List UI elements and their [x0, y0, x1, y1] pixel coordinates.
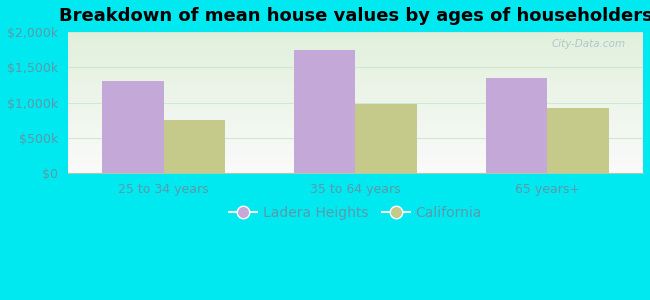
- Bar: [68, 136, 643, 139]
- Bar: [68, 119, 643, 122]
- Legend: Ladera Heights, California: Ladera Heights, California: [224, 200, 488, 225]
- Bar: [68, 66, 643, 69]
- Bar: [68, 80, 643, 83]
- Bar: [68, 114, 643, 117]
- Bar: [68, 97, 643, 100]
- Bar: [486, 78, 547, 173]
- Title: Breakdown of mean house values by ages of householders: Breakdown of mean house values by ages o…: [58, 7, 650, 25]
- Bar: [68, 77, 643, 80]
- Bar: [68, 52, 643, 55]
- Bar: [68, 139, 643, 142]
- Bar: [68, 117, 643, 119]
- Bar: [68, 134, 643, 136]
- Bar: [68, 60, 643, 63]
- Bar: [68, 103, 643, 105]
- Bar: [68, 94, 643, 97]
- Bar: [68, 83, 643, 86]
- Bar: [68, 49, 643, 52]
- Bar: [68, 32, 643, 35]
- Bar: [68, 159, 643, 162]
- Bar: [68, 69, 643, 71]
- Bar: [68, 74, 643, 77]
- Bar: [68, 153, 643, 156]
- Bar: [547, 108, 608, 173]
- Bar: [68, 88, 643, 91]
- Bar: [68, 125, 643, 128]
- Text: City-Data.com: City-Data.com: [552, 39, 626, 49]
- Bar: [68, 131, 643, 134]
- Bar: [102, 81, 164, 173]
- Bar: [164, 120, 225, 173]
- Bar: [68, 170, 643, 173]
- Bar: [68, 156, 643, 159]
- Bar: [68, 164, 643, 167]
- Bar: [68, 57, 643, 60]
- Bar: [68, 105, 643, 108]
- Bar: [68, 100, 643, 103]
- Bar: [68, 43, 643, 46]
- Bar: [68, 85, 643, 88]
- Bar: [356, 104, 417, 173]
- Bar: [68, 167, 643, 170]
- Bar: [68, 63, 643, 66]
- Bar: [68, 148, 643, 150]
- Bar: [68, 46, 643, 49]
- Bar: [68, 142, 643, 145]
- Bar: [68, 71, 643, 74]
- Bar: [68, 35, 643, 38]
- Bar: [68, 38, 643, 40]
- Bar: [68, 162, 643, 164]
- Bar: [68, 150, 643, 153]
- Bar: [68, 55, 643, 57]
- Bar: [68, 108, 643, 111]
- Bar: [68, 122, 643, 125]
- Bar: [68, 145, 643, 148]
- Bar: [294, 50, 356, 173]
- Bar: [68, 40, 643, 43]
- Bar: [68, 111, 643, 114]
- Bar: [68, 91, 643, 94]
- Bar: [68, 128, 643, 131]
